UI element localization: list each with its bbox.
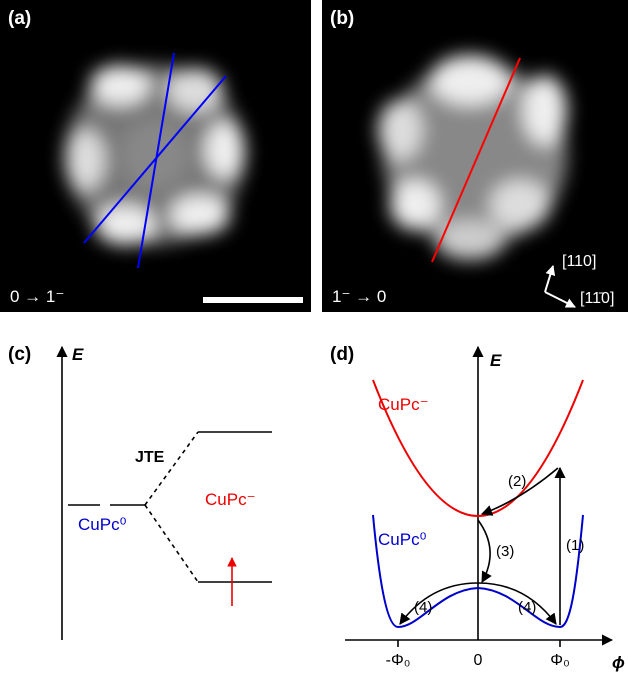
axis-label: E xyxy=(72,345,84,364)
step-label: (2) xyxy=(508,473,526,490)
species-label: CuPc⁻ xyxy=(205,490,256,509)
panel-a: (a) 0 → 1⁻ xyxy=(0,0,311,312)
species-label: CuPc⁰ xyxy=(78,515,127,534)
step-label: (4) xyxy=(518,599,536,616)
x-tick-label: Φ₀ xyxy=(550,652,569,669)
split-line xyxy=(145,505,198,582)
x-tick-label: 0 xyxy=(474,652,483,669)
step-label: (4) xyxy=(414,599,432,616)
molecule xyxy=(65,65,245,245)
axis-label: ϕ xyxy=(612,653,625,672)
caption: 1⁻ → 0 xyxy=(332,287,386,306)
panel-label: (d) xyxy=(330,344,354,365)
figure: (a) 0 → 1⁻ (b) 1⁻ → 0 [110] [11̄0] ( xyxy=(0,0,628,677)
panel-label: (c) xyxy=(8,344,31,365)
direction-label: [110] xyxy=(562,253,596,270)
direction-label: [11̄0] xyxy=(580,290,614,307)
species-label: CuPc⁻ xyxy=(378,395,429,414)
jte-label: JTE xyxy=(135,449,165,466)
panel-label: (b) xyxy=(330,8,354,29)
step-label: (1) xyxy=(566,537,584,554)
split-line xyxy=(145,432,198,505)
step-label: (3) xyxy=(496,543,514,560)
panel-d xyxy=(345,347,612,647)
species-label: CuPc⁰ xyxy=(378,530,427,549)
caption: 0 → 1⁻ xyxy=(10,287,64,306)
axis-label: E xyxy=(490,351,502,370)
x-tick-label: -Φ₀ xyxy=(386,652,411,669)
panel-label: (a) xyxy=(8,8,31,29)
panel-b: (b) 1⁻ → 0 [110] [11̄0] xyxy=(322,0,628,312)
step-arrow xyxy=(478,520,490,582)
